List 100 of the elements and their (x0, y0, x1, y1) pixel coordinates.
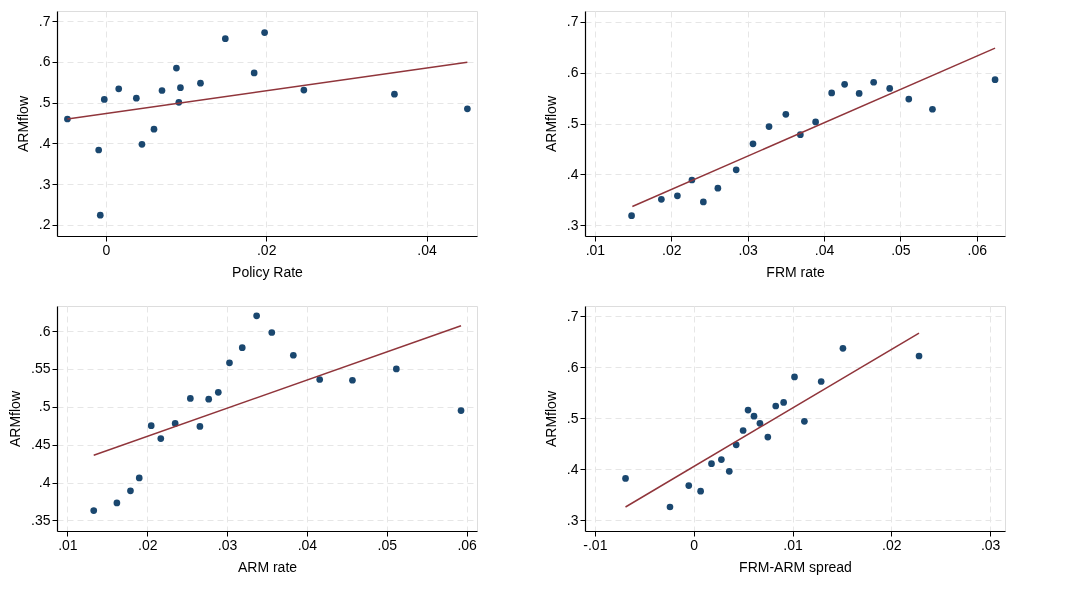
point (138, 140, 146, 148)
x-tick-label: .04 (297, 536, 318, 553)
x-axis-title: FRM rate (766, 263, 825, 280)
point (158, 87, 166, 94)
point (268, 329, 276, 336)
x-tick-label: .01 (585, 241, 606, 258)
y-tick-label: .4 (566, 460, 579, 477)
point (186, 395, 194, 402)
y-tick-label: .35 (31, 511, 51, 528)
x-axis-title: Policy Rate (232, 263, 304, 280)
y-tick-label: .6 (566, 358, 579, 375)
point (628, 212, 635, 219)
point (238, 344, 246, 352)
point (886, 85, 894, 92)
point (393, 365, 400, 373)
point (905, 95, 913, 103)
y-tick-label: .4 (38, 474, 51, 491)
x-tick-label: .06 (457, 536, 478, 553)
y-axis-title: ARMflow (542, 390, 559, 448)
x-axis-title: ARM rate (237, 558, 298, 575)
point (772, 402, 780, 410)
y-tick-label: .3 (566, 216, 579, 233)
point (929, 105, 936, 113)
x-tick-label: .05 (891, 241, 911, 258)
point (214, 389, 222, 396)
point (714, 184, 722, 192)
x-tick-label: .03 (217, 536, 238, 553)
point (801, 417, 808, 425)
x-tick-label: 0 (690, 536, 699, 553)
y-axis-title: ARMflow (542, 95, 559, 153)
point (764, 433, 772, 441)
point (173, 64, 180, 72)
point (697, 487, 704, 495)
point (457, 407, 465, 414)
y-tick-label: .2 (38, 216, 51, 233)
point (732, 166, 740, 174)
y-tick-label: .5 (38, 398, 51, 415)
point (782, 110, 790, 118)
point (290, 351, 297, 359)
point (780, 399, 787, 406)
point (150, 125, 158, 133)
point (113, 499, 121, 507)
point (147, 422, 155, 430)
point (95, 146, 103, 154)
point (135, 474, 143, 482)
point (756, 420, 764, 427)
y-axis-title: ARMflow (7, 390, 24, 448)
point (261, 29, 268, 36)
point (749, 140, 757, 148)
point (127, 487, 134, 495)
point (812, 118, 819, 126)
point (915, 352, 923, 360)
point (841, 80, 848, 88)
point (196, 423, 204, 430)
point (685, 482, 693, 489)
point (658, 196, 665, 203)
point (674, 192, 681, 200)
x-tick-label: .01 (58, 536, 78, 553)
y-tick-label: .6 (566, 64, 579, 81)
point (870, 78, 878, 86)
point (817, 378, 825, 385)
x-tick-label: .04 (814, 241, 835, 258)
point (718, 456, 725, 463)
point (708, 460, 715, 467)
y-tick-label: .4 (566, 165, 579, 182)
point (391, 90, 398, 98)
point (765, 123, 773, 130)
point (744, 406, 752, 414)
point (750, 412, 758, 420)
point (349, 376, 356, 384)
point (226, 359, 233, 367)
x-tick-label: .02 (882, 536, 902, 553)
point (855, 90, 863, 97)
x-tick-label: -.01 (583, 536, 608, 553)
x-tick-label: .01 (783, 536, 803, 553)
y-axis-title: ARMflow (14, 95, 31, 153)
x-tick-label: .02 (662, 241, 682, 258)
point (177, 84, 184, 91)
x-tick-label: 0 (102, 241, 111, 258)
y-tick-label: .3 (38, 175, 51, 192)
point (725, 467, 733, 475)
y-tick-label: .7 (38, 12, 51, 29)
point (253, 312, 260, 320)
point (464, 105, 471, 113)
y-tick-label: .45 (31, 436, 51, 453)
point (316, 376, 324, 383)
x-tick-label: .02 (256, 241, 277, 258)
point (991, 76, 999, 84)
point (100, 96, 108, 103)
point (839, 345, 847, 352)
y-tick-label: .3 (566, 511, 579, 528)
x-tick-label: .05 (377, 536, 398, 553)
x-tick-label: .03 (980, 536, 1001, 553)
y-tick-label: .5 (566, 115, 579, 131)
point (96, 211, 104, 219)
x-tick-label: .02 (137, 536, 158, 553)
point (115, 85, 123, 93)
point (90, 507, 98, 514)
point (250, 69, 258, 77)
x-tick-label: .03 (738, 241, 759, 258)
